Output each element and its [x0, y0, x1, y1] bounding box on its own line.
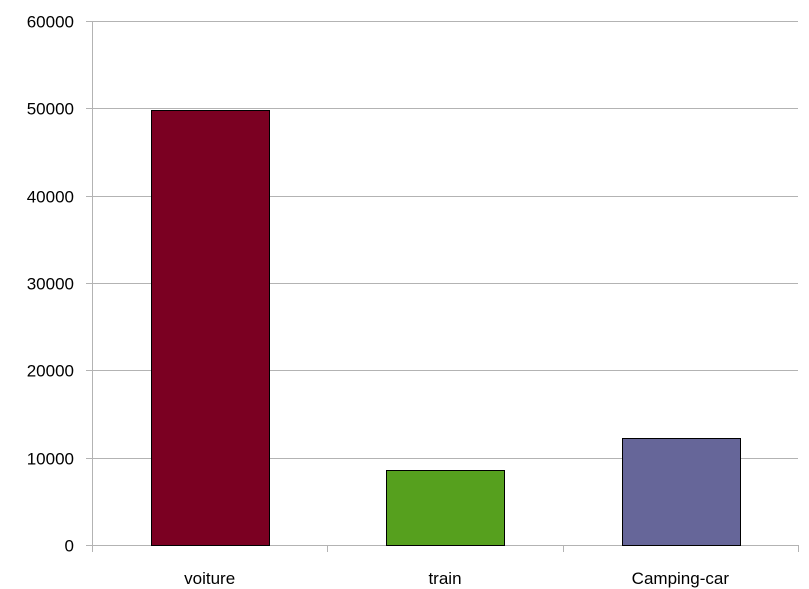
bars [151, 110, 741, 546]
y-tick-label: 20000 [27, 362, 74, 381]
y-tick-label: 40000 [27, 188, 74, 207]
x-axis-category-labels: voiture train Camping-car [184, 569, 729, 588]
bar-train [386, 470, 505, 546]
x-category-label: train [428, 569, 461, 588]
y-tick-label: 60000 [27, 13, 74, 32]
y-tick-label: 10000 [27, 450, 74, 469]
y-tick-label: 30000 [27, 275, 74, 294]
bar-camping-car [622, 438, 741, 546]
x-category-label: Camping-car [632, 569, 730, 588]
x-category-label: voiture [184, 569, 235, 588]
y-tick-label: 0 [65, 537, 74, 556]
y-axis-tick-labels: 0 10000 20000 30000 40000 50000 60000 [27, 13, 74, 556]
y-tick-label: 50000 [27, 100, 74, 119]
bar-voiture [151, 110, 270, 546]
